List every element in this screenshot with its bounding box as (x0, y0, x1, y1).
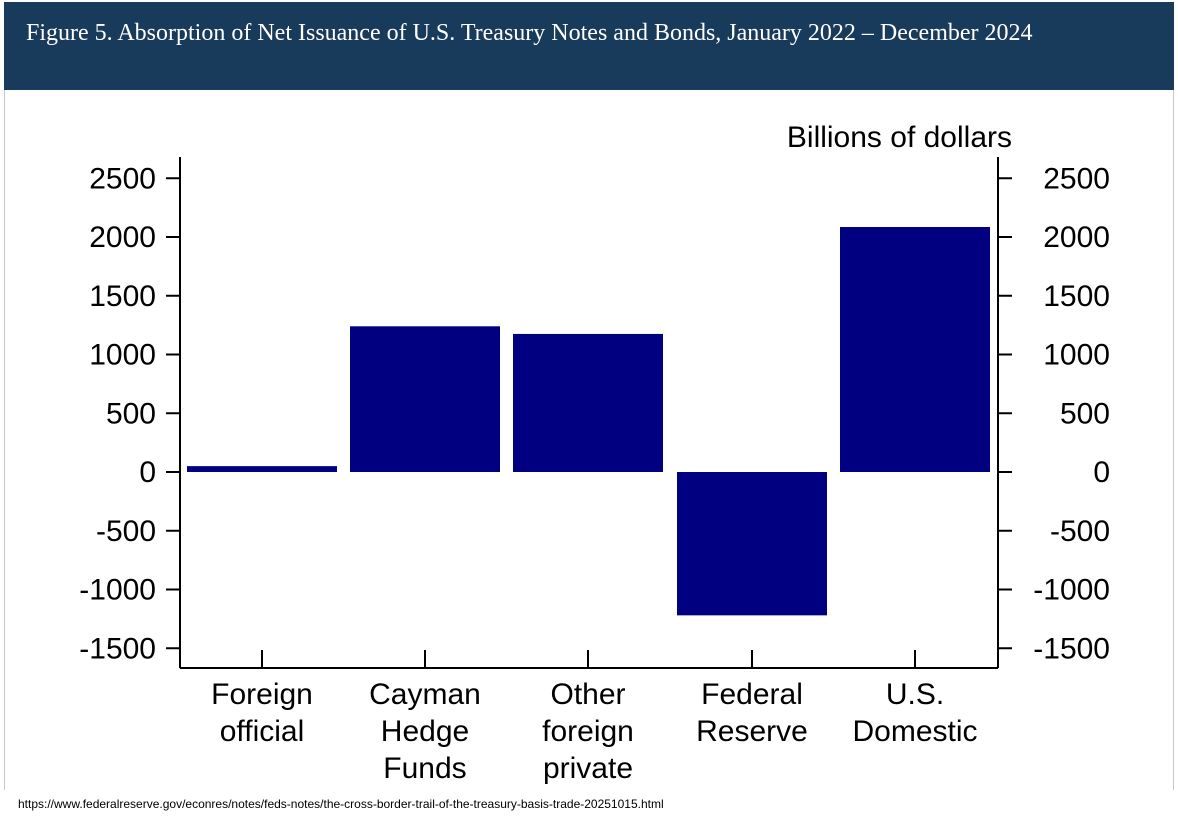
right-tick-label: -1000 (1033, 574, 1110, 607)
left-tick-label: 500 (106, 397, 156, 430)
figure-title: Figure 5. Absorption of Net Issuance of … (26, 20, 1033, 46)
right-tick-label: 2500 (1043, 162, 1110, 195)
right-tick-label: 2000 (1043, 221, 1110, 254)
bar (840, 227, 990, 472)
left-tick-label: 0 (139, 456, 156, 489)
left-tick-label: 1000 (89, 339, 156, 372)
bar (350, 326, 500, 472)
right-tick-label: 1500 (1043, 280, 1110, 313)
figure-frame (4, 2, 1174, 790)
figure-header: Figure 5. Absorption of Net Issuance of … (4, 2, 1174, 90)
x-tick-label: Federal Reserve (696, 678, 808, 748)
right-tick-label: 500 (1060, 397, 1110, 430)
unit-label: Billions of dollars (787, 121, 1012, 154)
right-tick-label: -1500 (1033, 632, 1110, 665)
x-tick-label: Foreign official (211, 678, 313, 748)
right-tick-label: -500 (1050, 515, 1110, 548)
left-tick-label: -500 (96, 515, 156, 548)
source-url[interactable]: https://www.federalreserve.gov/econres/n… (18, 797, 664, 811)
left-tick-label: 2000 (89, 221, 156, 254)
bar (513, 333, 663, 472)
left-tick-label: 2500 (89, 162, 156, 195)
right-tick-label: 1000 (1043, 339, 1110, 372)
chart-bars (187, 227, 990, 616)
x-tick-label: Cayman Hedge Funds (369, 678, 481, 785)
left-tick-label: -1000 (79, 574, 156, 607)
bar (677, 472, 827, 616)
x-tick-label: U.S. Domestic (852, 678, 977, 748)
chart-ticks: -1500 -1500 -1000 -1000 -500 -500 0 0 500 500 1000… (79, 162, 1110, 665)
bar (187, 466, 337, 472)
left-tick-label: -1500 (79, 632, 156, 665)
right-tick-label: 0 (1093, 456, 1110, 489)
x-tick-label: Other foreign private (542, 678, 634, 785)
left-tick-label: 1500 (89, 280, 156, 313)
x-axis-labels: Foreign official Cayman Hedge Funds Other fore… (211, 650, 978, 785)
